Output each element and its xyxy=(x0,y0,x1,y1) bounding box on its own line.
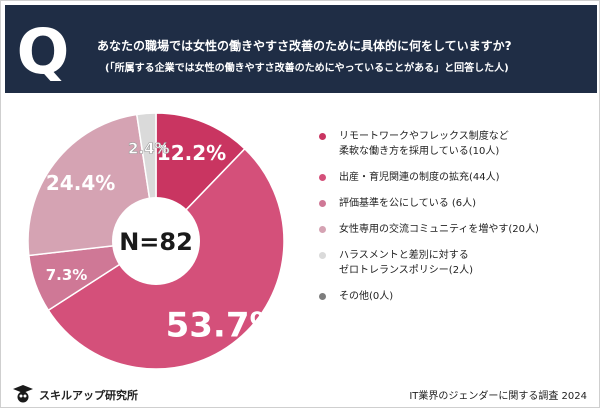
legend-item-3: 評価基準を公にしている (6人) xyxy=(319,196,589,211)
center-label: N=82 xyxy=(119,228,193,256)
legend-item-1: リモートワークやフレックス制度など 柔軟な働き方を採用している(10人) xyxy=(319,129,589,159)
legend-label: 出産・育児関連の制度の拡充(44人) xyxy=(339,172,500,183)
donut-hole xyxy=(112,197,200,285)
legend-swatch-icon xyxy=(319,252,326,259)
legend-swatch-icon xyxy=(319,293,326,300)
slice-value-label-2: 53.7% xyxy=(166,305,284,345)
donut-chart: N=82 12.2% 53.7% 7.3% 24.4% 2.4% xyxy=(27,112,285,370)
legend-label: ハラスメントと差別に対する ゼロトレランスポリシー(2人) xyxy=(339,250,473,276)
slice-value-label-1: 12.2% xyxy=(157,141,226,165)
legend-item-2: 出産・育児関連の制度の拡充(44人) xyxy=(319,170,589,185)
q-letter: Q xyxy=(17,19,70,81)
legend-item-4: 女性専用の交流コミュニティを増やす(20人) xyxy=(319,222,589,237)
question-subtitle: (「所属する企業では女性の働きやすさ改善のためにやっていることがある」と回答した… xyxy=(105,63,509,74)
legend-label: その他(0人) xyxy=(339,291,394,302)
slice-value-label-5: 2.4% xyxy=(128,139,170,157)
legend-item-6: その他(0人) xyxy=(319,289,589,304)
chart-legend: リモートワークやフレックス制度など 柔軟な働き方を採用している(10人) 出産・育… xyxy=(319,129,589,315)
legend-item-5: ハラスメントと差別に対する ゼロトレランスポリシー(2人) xyxy=(319,248,589,278)
legend-swatch-icon xyxy=(319,200,326,207)
question-header: Q あなたの職場では女性の働きやすさ改善のために具体的に何をしていますか? (「… xyxy=(5,5,597,93)
slice-value-label-3: 7.3% xyxy=(46,266,88,284)
q-badge: Q xyxy=(17,19,70,81)
legend-swatch-icon xyxy=(319,226,326,233)
legend-label: 評価基準を公にしている (6人) xyxy=(339,198,477,209)
legend-label: リモートワークやフレックス制度など 柔軟な働き方を採用している(10人) xyxy=(339,131,509,157)
graduation-owl-icon xyxy=(13,385,33,403)
brand-name: スキルアップ研究所 xyxy=(39,389,138,402)
survey-source: IT業界のジェンダーに関する調査 2024 xyxy=(409,391,587,402)
slice-value-label-4: 24.4% xyxy=(46,171,115,195)
question-title: あなたの職場では女性の働きやすさ改善のために具体的に何をしていますか? xyxy=(97,39,512,53)
legend-swatch-icon xyxy=(319,133,326,140)
legend-swatch-icon xyxy=(319,174,326,181)
legend-label: 女性専用の交流コミュニティを増やす(20人) xyxy=(339,224,539,235)
